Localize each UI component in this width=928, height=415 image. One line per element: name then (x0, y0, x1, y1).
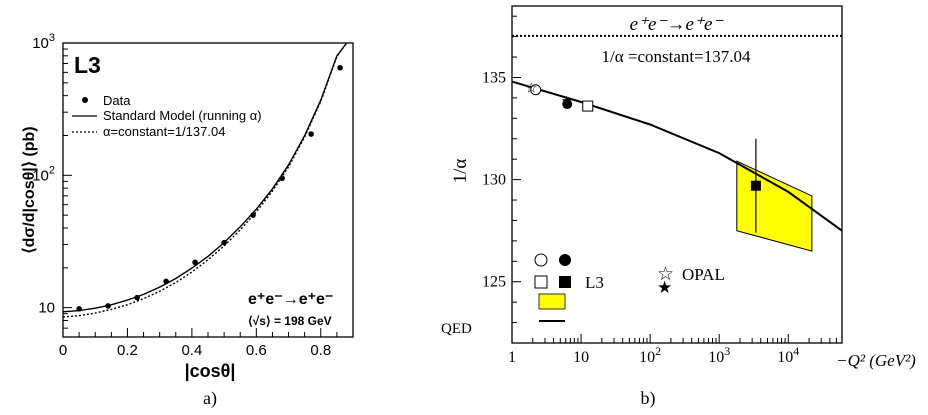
x-tick-label-a: 0.6 (246, 342, 267, 359)
legend-filled-star-marker: ★ (657, 278, 672, 297)
legend-label-l3: L3 (585, 273, 604, 292)
panel-b-ticks (511, 15, 843, 343)
y-tick-label-b: 125 (482, 274, 506, 291)
data-point (279, 175, 285, 182)
y-tick-label-a: 10 (38, 300, 55, 317)
legend-entry-data: Data (103, 93, 131, 108)
legend-label-opal: OPAL (682, 265, 725, 284)
panel-b-label: b) (641, 388, 656, 409)
panel-b-band (736, 160, 813, 252)
legend-open-star-marker: ☆ (657, 264, 674, 285)
panel-b-legend: L3 ☆ ★ OPAL QED (441, 253, 725, 337)
x-axis-title-b: −Q² (GeV²) (836, 351, 916, 370)
sm-running-alpha-curve (62, 42, 348, 313)
legend-open-square-marker (534, 275, 548, 289)
x-tick-label-a: 0 (59, 342, 67, 359)
opal-filled-star-point: ★ (561, 93, 573, 108)
legend-open-circle-marker (534, 253, 548, 267)
qed-running-curve (511, 80, 843, 232)
data-point (134, 294, 140, 301)
x-tick-label-b: 102 (639, 344, 661, 366)
legend-filled-square-marker (559, 276, 571, 288)
data-point (308, 131, 314, 137)
legend-filled-circle-marker (559, 254, 571, 266)
y-tick-label-b: 130 (482, 172, 506, 189)
legend-entry-sm: Standard Model (running α) (103, 108, 262, 123)
l3-filled-circle-point (562, 99, 573, 110)
panel-b-title: e⁺e⁻→e⁺e⁻ (630, 14, 725, 35)
y-axis-title-b: 1/α (450, 159, 471, 184)
panel-a-x-tick-labels: 0 0.2 0.4 0.6 0.8 (59, 342, 331, 359)
l3-open-square-point (582, 100, 594, 112)
x-axis-title-a: |cosθ| (185, 361, 236, 381)
x-tick-label-a: 0.4 (181, 342, 202, 359)
panel-a-legend: Data Standard Model (running α) α=consta… (72, 93, 262, 139)
panel-b-x-tick-labels: 1 10 102 103 104 (508, 344, 799, 366)
x-tick-label-b: 10 (573, 349, 589, 366)
x-tick-label-b: 1 (508, 349, 516, 366)
opal-open-star-point: ☆ (525, 82, 538, 97)
x-tick-label-a: 0.2 (117, 342, 138, 359)
process-label-a: e⁺e⁻→e⁺e⁻ (248, 291, 333, 308)
energy-label: ⟨√s⟩ = 198 GeV (248, 314, 332, 328)
constant-line-label: 1/α =constant=137.04 (602, 47, 751, 66)
l3-filled-square-point (750, 180, 761, 191)
legend-label-qed: QED (441, 321, 472, 337)
x-tick-label-b: 104 (777, 344, 799, 366)
y-tick-label-b: 135 (482, 69, 506, 86)
x-tick-label-a: 0.8 (310, 342, 331, 359)
legend-yellow-band (538, 293, 566, 310)
data-point (337, 64, 343, 71)
l3-yellow-band (736, 160, 813, 252)
panel-a-curves (62, 42, 348, 318)
data-point (76, 306, 82, 312)
data-point (105, 303, 111, 309)
panel-b-frame (511, 5, 843, 344)
constant-alpha-curve (62, 42, 348, 318)
data-point (163, 278, 169, 285)
panel-b-qed-curve (511, 80, 843, 232)
panel-b-data-points: ☆★ (525, 82, 761, 233)
data-point (221, 239, 227, 246)
y-tick-label-a: 103 (32, 32, 55, 52)
panel-b-y-tick-labels: 125 130 135 (482, 69, 506, 290)
panel-a-ticks (62, 42, 354, 338)
legend-entry-const: α=constant=1/137.04 (103, 124, 225, 139)
x-tick-label-b: 103 (708, 344, 730, 366)
panel-a-data-points (76, 64, 343, 312)
data-point (192, 259, 198, 266)
data-point (250, 212, 256, 218)
legend-data-marker (82, 97, 88, 103)
panel-a-label: a) (203, 388, 217, 409)
l3-open-circle-point (530, 84, 542, 96)
experiment-label: L3 (74, 52, 101, 78)
y-axis-title-a: ⟨dσ/d|cosθ|⟩ (pb) (21, 126, 38, 253)
